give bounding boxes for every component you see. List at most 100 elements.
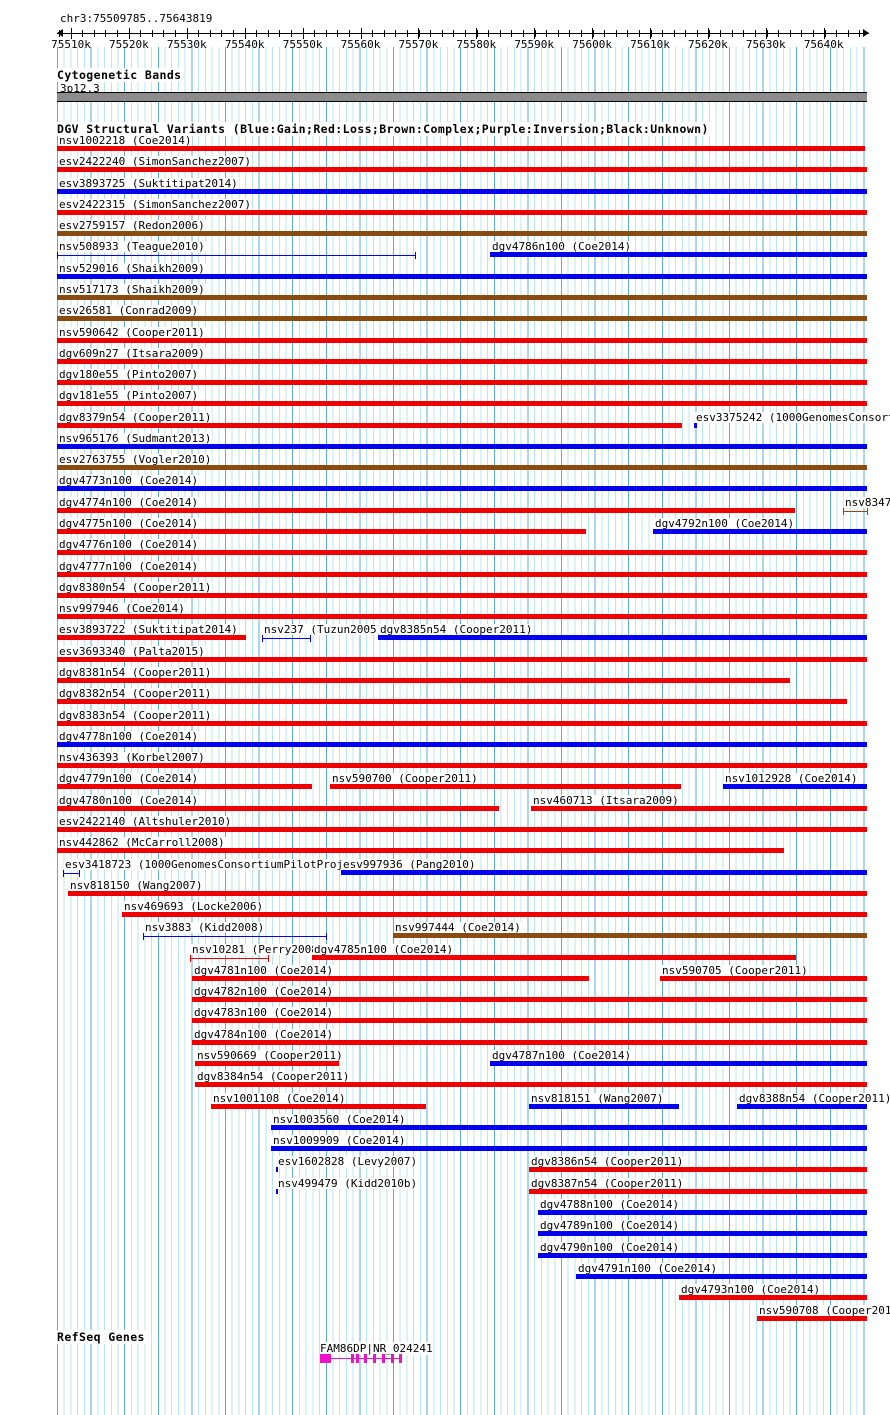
- variant-label[interactable]: nsv3883 (Kidd2008): [144, 921, 266, 935]
- variant-label[interactable]: nsv590708 (Cooper2011): [758, 1305, 890, 1317]
- variant-bar[interactable]: [57, 209, 867, 215]
- variant-label[interactable]: dgv4782n100 (Coe2014): [193, 985, 335, 999]
- variant-bar[interactable]: [57, 507, 795, 513]
- variant-label[interactable]: nsv499479 (Kidd2010b): [277, 1176, 419, 1190]
- gene-exon[interactable]: [399, 1354, 402, 1363]
- variant-bar[interactable]: [271, 1146, 867, 1152]
- variant-label[interactable]: dgv4777n100 (Coe2014): [58, 559, 200, 573]
- variant-label[interactable]: nsv1002218 (Coe2014): [58, 134, 193, 147]
- variant-bar[interactable]: [192, 975, 589, 981]
- variant-bar[interactable]: [195, 1082, 867, 1088]
- variant-label[interactable]: nsv997946 (Coe2014): [58, 602, 186, 616]
- variant-bar[interactable]: [538, 1252, 867, 1258]
- variant-label[interactable]: esv26581 (Conrad2009): [58, 304, 200, 318]
- variant-label[interactable]: esv1602828 (Levy2007): [277, 1155, 419, 1169]
- variant-line[interactable]: [262, 638, 310, 640]
- variant-label[interactable]: dgv4788n100 (Coe2014): [539, 1198, 681, 1211]
- variant-label[interactable]: dgv4792n100 (Coe2014): [654, 517, 796, 531]
- variant-bar[interactable]: [57, 443, 867, 449]
- variant-label[interactable]: nsv237 (Tuzun2005): [263, 623, 385, 637]
- variant-bar[interactable]: [679, 1295, 867, 1301]
- variant-bar[interactable]: [490, 252, 867, 258]
- gene-exon[interactable]: [382, 1354, 385, 1363]
- variant-bar[interactable]: [737, 1103, 867, 1109]
- variant-bar[interactable]: [576, 1273, 867, 1279]
- variant-bar[interactable]: [538, 1231, 867, 1237]
- variant-label[interactable]: esv2422315 (SimonSanchez2007): [58, 197, 253, 211]
- variant-label[interactable]: dgv181e55 (Pinto2007): [58, 389, 200, 403]
- variant-label[interactable]: dgv4787n100 (Coe2014): [491, 1049, 633, 1063]
- variant-bar[interactable]: [195, 1061, 339, 1067]
- variant-bar[interactable]: [57, 146, 865, 151]
- variant-bar[interactable]: [341, 869, 867, 875]
- variant-label[interactable]: dgv8388n54 (Cooper2011): [738, 1092, 890, 1104]
- variant-label[interactable]: nsv965176 (Sudmant2013): [58, 431, 213, 445]
- variant-label[interactable]: dgv8384n54 (Cooper2011): [196, 1070, 351, 1084]
- variant-line[interactable]: [843, 510, 867, 512]
- variant-label[interactable]: dgv4773n100 (Coe2014): [58, 474, 200, 488]
- variant-bar[interactable]: [57, 614, 867, 620]
- variant-bar[interactable]: [529, 1188, 867, 1194]
- variant-bar[interactable]: [211, 1103, 426, 1109]
- variant-bar[interactable]: [271, 1124, 867, 1130]
- variant-label[interactable]: dgv4778n100 (Coe2014): [58, 729, 200, 743]
- variant-label[interactable]: dgv8379n54 (Cooper2011): [58, 410, 213, 424]
- variant-label[interactable]: nsv590705 (Cooper2011): [661, 963, 809, 977]
- variant-bar[interactable]: [68, 890, 867, 896]
- variant-label[interactable]: nsv517173 (Shaikh2009): [58, 282, 206, 296]
- variant-bar[interactable]: [57, 741, 867, 747]
- variant-label[interactable]: nsv590669 (Cooper2011): [196, 1049, 344, 1063]
- variant-line[interactable]: [63, 872, 79, 874]
- variant-bar[interactable]: [57, 826, 867, 832]
- variant-label[interactable]: nsv590700 (Cooper2011): [331, 772, 479, 786]
- variant-label[interactable]: nsv997444 (Coe2014): [394, 921, 522, 935]
- variant-label[interactable]: dgv4780n100 (Coe2014): [58, 793, 200, 807]
- variant-label[interactable]: esv2759157 (Redon2006): [58, 219, 206, 233]
- variant-label[interactable]: dgv8385n54 (Cooper2011): [379, 623, 534, 637]
- variant-label[interactable]: dgv4779n100 (Coe2014): [58, 772, 200, 786]
- variant-bar[interactable]: [122, 912, 867, 918]
- variant-bar[interactable]: [312, 954, 796, 960]
- variant-label[interactable]: esv2763755 (Vogler2010): [58, 453, 213, 467]
- variant-bar[interactable]: [57, 401, 867, 407]
- variant-label[interactable]: esv3418723 (1000GenomesConsortiumPilotPr…: [64, 857, 371, 871]
- variant-bar[interactable]: [57, 294, 867, 300]
- variant-label[interactable]: dgv4776n100 (Coe2014): [58, 538, 200, 552]
- variant-label[interactable]: nsv529016 (Shaikh2009): [58, 261, 206, 275]
- variant-label[interactable]: dgv4783n100 (Coe2014): [193, 1006, 335, 1020]
- variant-label[interactable]: nsv436393 (Korbel2007): [58, 751, 206, 765]
- variant-label[interactable]: dgv4781n100 (Coe2014): [193, 963, 335, 977]
- variant-label[interactable]: dgv8380n54 (Cooper2011): [58, 580, 213, 594]
- variant-label[interactable]: dgv8382n54 (Cooper2011): [58, 687, 213, 701]
- variant-bar[interactable]: [757, 1316, 867, 1322]
- variant-bar[interactable]: [529, 1103, 679, 1109]
- variant-line[interactable]: [143, 936, 326, 938]
- variant-bar[interactable]: [529, 1167, 867, 1173]
- variant-label[interactable]: nsv469693 (Locke2006): [123, 900, 265, 914]
- variant-label[interactable]: esv3893722 (Suktitipat2014): [58, 623, 239, 637]
- variant-bar[interactable]: [57, 848, 784, 854]
- variant-bar[interactable]: [276, 1188, 278, 1194]
- variant-label[interactable]: nsv1012928 (Coe2014): [724, 772, 859, 786]
- variant-bar[interactable]: [723, 784, 867, 790]
- variant-bar[interactable]: [330, 784, 681, 790]
- variant-bar[interactable]: [57, 486, 867, 492]
- variant-label[interactable]: dgv4784n100 (Coe2014): [193, 1027, 335, 1041]
- variant-bar[interactable]: [694, 422, 697, 428]
- gene-exon[interactable]: [373, 1354, 376, 1363]
- variant-bar[interactable]: [57, 337, 867, 343]
- variant-bar[interactable]: [57, 422, 682, 428]
- variant-label[interactable]: dgv4789n100 (Coe2014): [539, 1219, 681, 1233]
- variant-label[interactable]: nsv1009909 (Coe2014): [272, 1134, 407, 1148]
- variant-label[interactable]: dgv180e55 (Pinto2007): [58, 368, 200, 382]
- variant-label[interactable]: dgv8386n54 (Cooper2011): [530, 1155, 685, 1169]
- variant-label[interactable]: dgv4785n100 (Coe2014): [313, 942, 455, 956]
- variant-bar[interactable]: [57, 465, 867, 471]
- variant-bar[interactable]: [57, 358, 867, 364]
- variant-label[interactable]: nsv818150 (Wang2007): [69, 878, 204, 892]
- variant-label[interactable]: nsv508933 (Teague2010): [58, 240, 206, 254]
- variant-bar[interactable]: [57, 656, 867, 662]
- variant-label[interactable]: nsv10281 (Perry2008): [191, 942, 326, 956]
- gene-exon[interactable]: [364, 1354, 367, 1363]
- variant-label[interactable]: dgv8383n54 (Cooper2011): [58, 708, 213, 722]
